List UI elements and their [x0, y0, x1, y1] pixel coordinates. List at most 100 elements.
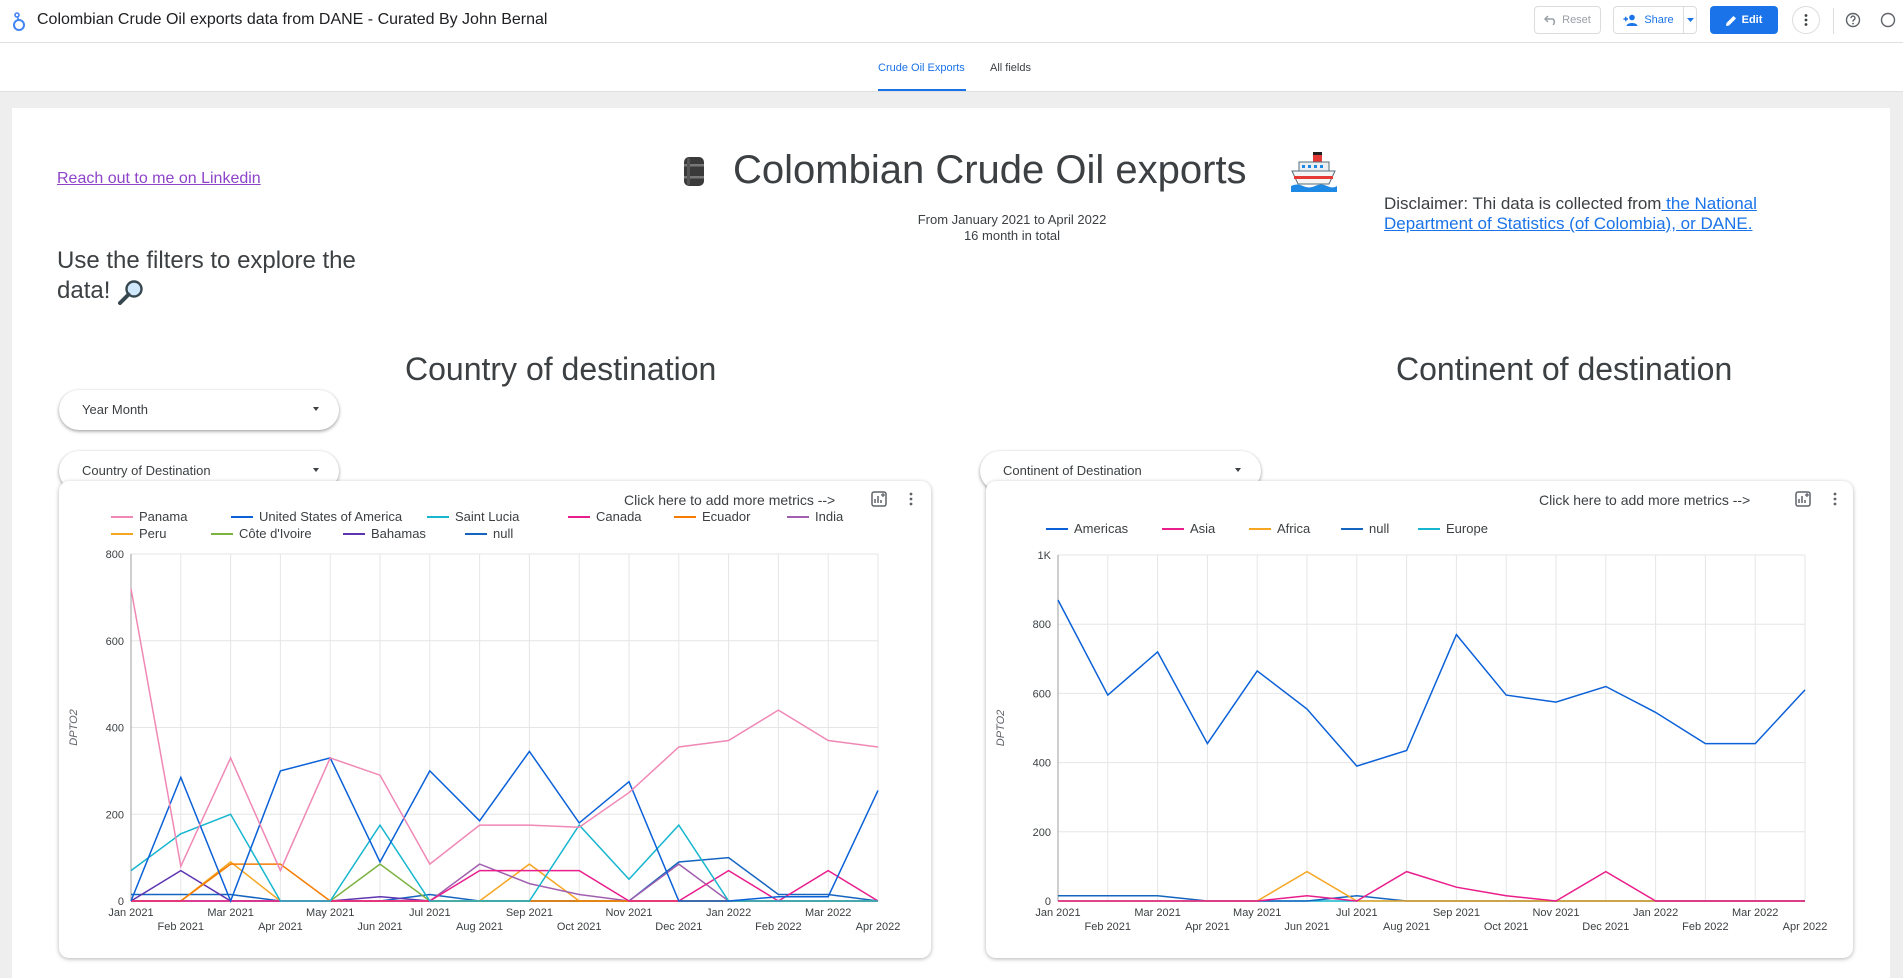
add-metrics-hint[interactable]: Click here to add more metrics --> [624, 492, 836, 508]
chart-options-icon[interactable] [870, 490, 888, 508]
y-axis-title: DPTO2 [68, 709, 80, 745]
y-tick-label: 400 [1033, 758, 1051, 770]
page-title: Colombian Crude Oil exports [733, 148, 1247, 192]
edit-button[interactable]: Edit [1710, 6, 1778, 34]
x-tick-label: Jan 2022 [706, 907, 751, 919]
x-tick-label: Jun 2021 [357, 921, 402, 933]
x-tick-label: Jun 2021 [1284, 921, 1329, 933]
x-tick-label: May 2021 [306, 907, 354, 919]
filter-hint: Use the filters to explore the data! [57, 246, 357, 306]
caret-down-icon [1235, 468, 1241, 472]
legend-entry: Canada [596, 509, 642, 524]
x-tick-label: Mar 2022 [1732, 907, 1778, 919]
legend-entry: Côte d'Ivoire [239, 526, 312, 541]
x-tick-label: Nov 2021 [1532, 907, 1579, 919]
x-tick-label: Jan 2021 [1035, 907, 1080, 919]
vertical-dots-icon[interactable] [1826, 490, 1844, 508]
oil-barrel-icon [684, 157, 704, 186]
more-options-button[interactable] [1792, 6, 1820, 34]
x-tick-label: Feb 2021 [158, 921, 204, 933]
month-count-subtitle: 16 month in total [963, 228, 1061, 243]
account-icon [1880, 12, 1896, 28]
x-tick-label: Oct 2021 [557, 921, 602, 933]
caret-down-icon [1686, 18, 1694, 22]
year-month-filter[interactable]: Year Month [59, 390, 339, 430]
series-line-null [1058, 895, 1805, 902]
caret-down-icon [313, 468, 319, 472]
x-tick-label: May 2021 [1233, 907, 1281, 919]
series-line-panama [130, 588, 879, 873]
continent-heading: Continent of destination [1396, 351, 1733, 387]
y-tick-label: 600 [106, 636, 124, 648]
legend-entry: Panama [139, 509, 188, 524]
x-tick-label: Jan 2021 [108, 907, 153, 919]
x-tick-label: Apr 2022 [856, 921, 901, 933]
legend-entry: Peru [139, 526, 166, 541]
x-tick-label: Dec 2021 [655, 921, 702, 933]
ship-icon [1291, 152, 1337, 192]
tab-all-fields[interactable]: All fields [990, 62, 1031, 74]
tab-crude-oil-exports[interactable]: Crude Oil Exports [878, 62, 965, 74]
disclaimer-text: Disclaimer: Thi data is collected from t… [1384, 194, 1824, 234]
legend-entry: Asia [1190, 521, 1216, 536]
looker-studio-icon[interactable] [10, 10, 28, 32]
date-range-subtitle: From January 2021 to April 2022 [917, 212, 1107, 227]
x-tick-label: Jan 2022 [1633, 907, 1678, 919]
share-label: Share [1644, 14, 1674, 26]
series-line-americas [1057, 599, 1806, 767]
pencil-icon [1725, 15, 1736, 26]
x-tick-label: Oct 2021 [1484, 921, 1529, 933]
y-tick-label: 200 [106, 809, 124, 821]
country-filter-label: Country of Destination [82, 463, 211, 478]
add-metrics-hint[interactable]: Click here to add more metrics --> [1539, 492, 1751, 508]
y-tick-label: 200 [1033, 827, 1051, 839]
account-button[interactable] [1875, 6, 1901, 34]
y-tick-label: 600 [1033, 688, 1051, 700]
undo-icon [1544, 15, 1556, 25]
y-axis-title: DPTO2 [995, 710, 1007, 746]
x-tick-label: Mar 2021 [207, 907, 253, 919]
share-dropdown-button[interactable] [1683, 6, 1697, 34]
series-line-united-states-of-america [130, 750, 879, 904]
vertical-dots-icon[interactable] [902, 490, 920, 508]
report-canvas: Reach out to me on Linkedin Colombian Cr… [12, 108, 1890, 978]
x-tick-label: Apr 2021 [258, 921, 303, 933]
legend-entry: Africa [1277, 521, 1311, 536]
x-tick-label: Sep 2021 [506, 907, 553, 919]
report-title: Colombian Crude Oil exports data from DA… [37, 11, 548, 28]
y-tick-label: 400 [106, 723, 124, 735]
series-line-saint-lucia [130, 813, 878, 902]
country-chart-card[interactable]: Click here to add more metrics --> 0 200 4… [59, 481, 931, 958]
x-tick-label: Jul 2021 [1336, 907, 1378, 919]
x-tick-label: Dec 2021 [1582, 921, 1629, 933]
reset-button[interactable]: Reset [1534, 6, 1601, 34]
top-bar: Colombian Crude Oil exports data from DA… [0, 0, 1903, 43]
magnifying-glass-icon [118, 279, 143, 305]
x-tick-label: Sep 2021 [1433, 907, 1480, 919]
x-tick-label: Aug 2021 [1383, 921, 1430, 933]
legend-entry: null [1369, 521, 1389, 536]
dane-link[interactable]: the National Department of Statistics (o… [1384, 194, 1757, 233]
chart-options-icon[interactable] [1794, 490, 1812, 508]
legend-entry: India [815, 509, 844, 524]
x-tick-label: Mar 2022 [805, 907, 851, 919]
linkedin-link[interactable]: Reach out to me on Linkedin [57, 170, 261, 187]
continent-chart-card[interactable]: Click here to add more metrics --> 0 200 4… [986, 481, 1853, 958]
filter-hint-text: Use the filters to explore the data! [57, 247, 356, 304]
caret-down-icon [313, 407, 319, 411]
x-tick-label: Nov 2021 [605, 907, 652, 919]
y-tick-label: 800 [106, 549, 124, 561]
add-person-icon [1623, 14, 1638, 26]
reset-label: Reset [1562, 14, 1591, 26]
country-heading: Country of destination [405, 351, 717, 387]
edit-label: Edit [1741, 14, 1763, 26]
help-icon [1845, 12, 1861, 28]
page-tabs: Crude Oil Exports All fields [0, 43, 1903, 92]
legend-entry: Ecuador [702, 509, 751, 524]
share-button[interactable]: Share [1613, 6, 1683, 34]
x-tick-label: Aug 2021 [456, 921, 503, 933]
help-button[interactable] [1840, 6, 1866, 34]
vertical-dots-icon [1804, 14, 1808, 26]
y-tick-label: 0 [1045, 896, 1051, 908]
